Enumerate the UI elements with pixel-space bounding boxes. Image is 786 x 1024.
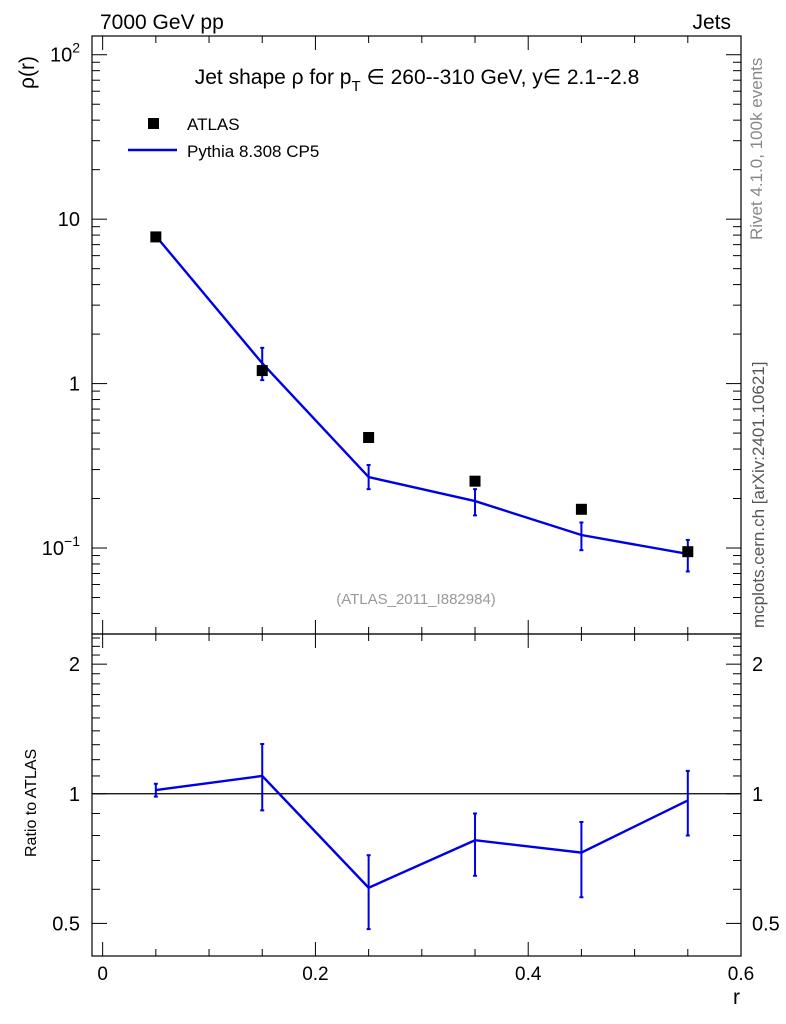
- legend: ATLAS Pythia 8.308 CP5: [128, 115, 319, 161]
- ratio-xlabel: r: [733, 986, 740, 1009]
- title-sub: T: [351, 78, 360, 95]
- title-prefix: Jet shape ρ for p: [195, 66, 352, 89]
- y-tick-base: 10: [50, 45, 72, 67]
- atlas-point: [256, 365, 268, 377]
- main-data-layer: [150, 231, 694, 573]
- atlas-point: [150, 231, 162, 243]
- ratio-data-layer: [92, 742, 741, 931]
- x-tick-label: 0: [97, 964, 108, 985]
- atlas-point: [682, 546, 694, 558]
- y-tick-label: 102: [50, 40, 80, 67]
- y-tick-base: 10: [42, 538, 64, 560]
- header-left: 7000 GeV pp: [100, 11, 224, 34]
- ratio-panel-frame: [91, 633, 742, 957]
- main-title: Jet shape ρ for pT ∈ 260--310 GeV, y∈ 2.…: [195, 66, 640, 95]
- x-tick-label: 0.2: [302, 964, 328, 985]
- ratio-ylabel: Ratio to ATLAS: [23, 749, 40, 857]
- atlas-point: [363, 432, 375, 444]
- legend-pythia-label: Pythia 8.308 CP5: [187, 142, 319, 161]
- y-tick-exponent: −1: [64, 533, 80, 549]
- legend-atlas-marker: [148, 118, 159, 129]
- y-tick-label: 10−1: [42, 533, 80, 560]
- y-tick-base: 10: [58, 209, 80, 231]
- y-tick-label: 2: [69, 654, 80, 676]
- y-tick-label: 0.5: [52, 913, 80, 935]
- header-right: Jets: [692, 11, 731, 34]
- y-tick-label: 10: [58, 209, 80, 231]
- rivet-label: Rivet 4.1.0, 100k events: [747, 58, 766, 240]
- y-tick-base: 1: [69, 374, 80, 396]
- mcplots-label: mcplots.cern.ch [arXiv:2401.10621]: [749, 362, 768, 628]
- y-tick-exponent: 2: [72, 40, 80, 56]
- legend-atlas-label: ATLAS: [187, 115, 240, 134]
- x-tick-label: 0.6: [728, 964, 754, 985]
- analysis-watermark: (ATLAS_2011_I882984): [336, 591, 496, 608]
- atlas-point: [575, 503, 587, 515]
- x-tick-label: 0.4: [515, 964, 542, 985]
- y-tick-label: 1: [69, 374, 80, 396]
- pythia-line: [154, 235, 689, 556]
- y-tick-label: 1: [69, 784, 80, 806]
- y-tick-label-right: 0.5: [752, 913, 780, 935]
- title-suffix: ∈ 260--310 GeV, y∈ 2.1--2.8: [361, 66, 640, 89]
- y-tick-label-right: 2: [752, 654, 763, 676]
- main-ylabel: ρ(r): [16, 56, 39, 89]
- atlas-point: [469, 475, 481, 487]
- y-tick-label-right: 1: [752, 784, 763, 806]
- ratio-pythia-line: [155, 774, 689, 890]
- ratio-axis-ticks: 0 0.2 0.4 0.6 2 2 1 1 0.5 0.5: [52, 634, 780, 985]
